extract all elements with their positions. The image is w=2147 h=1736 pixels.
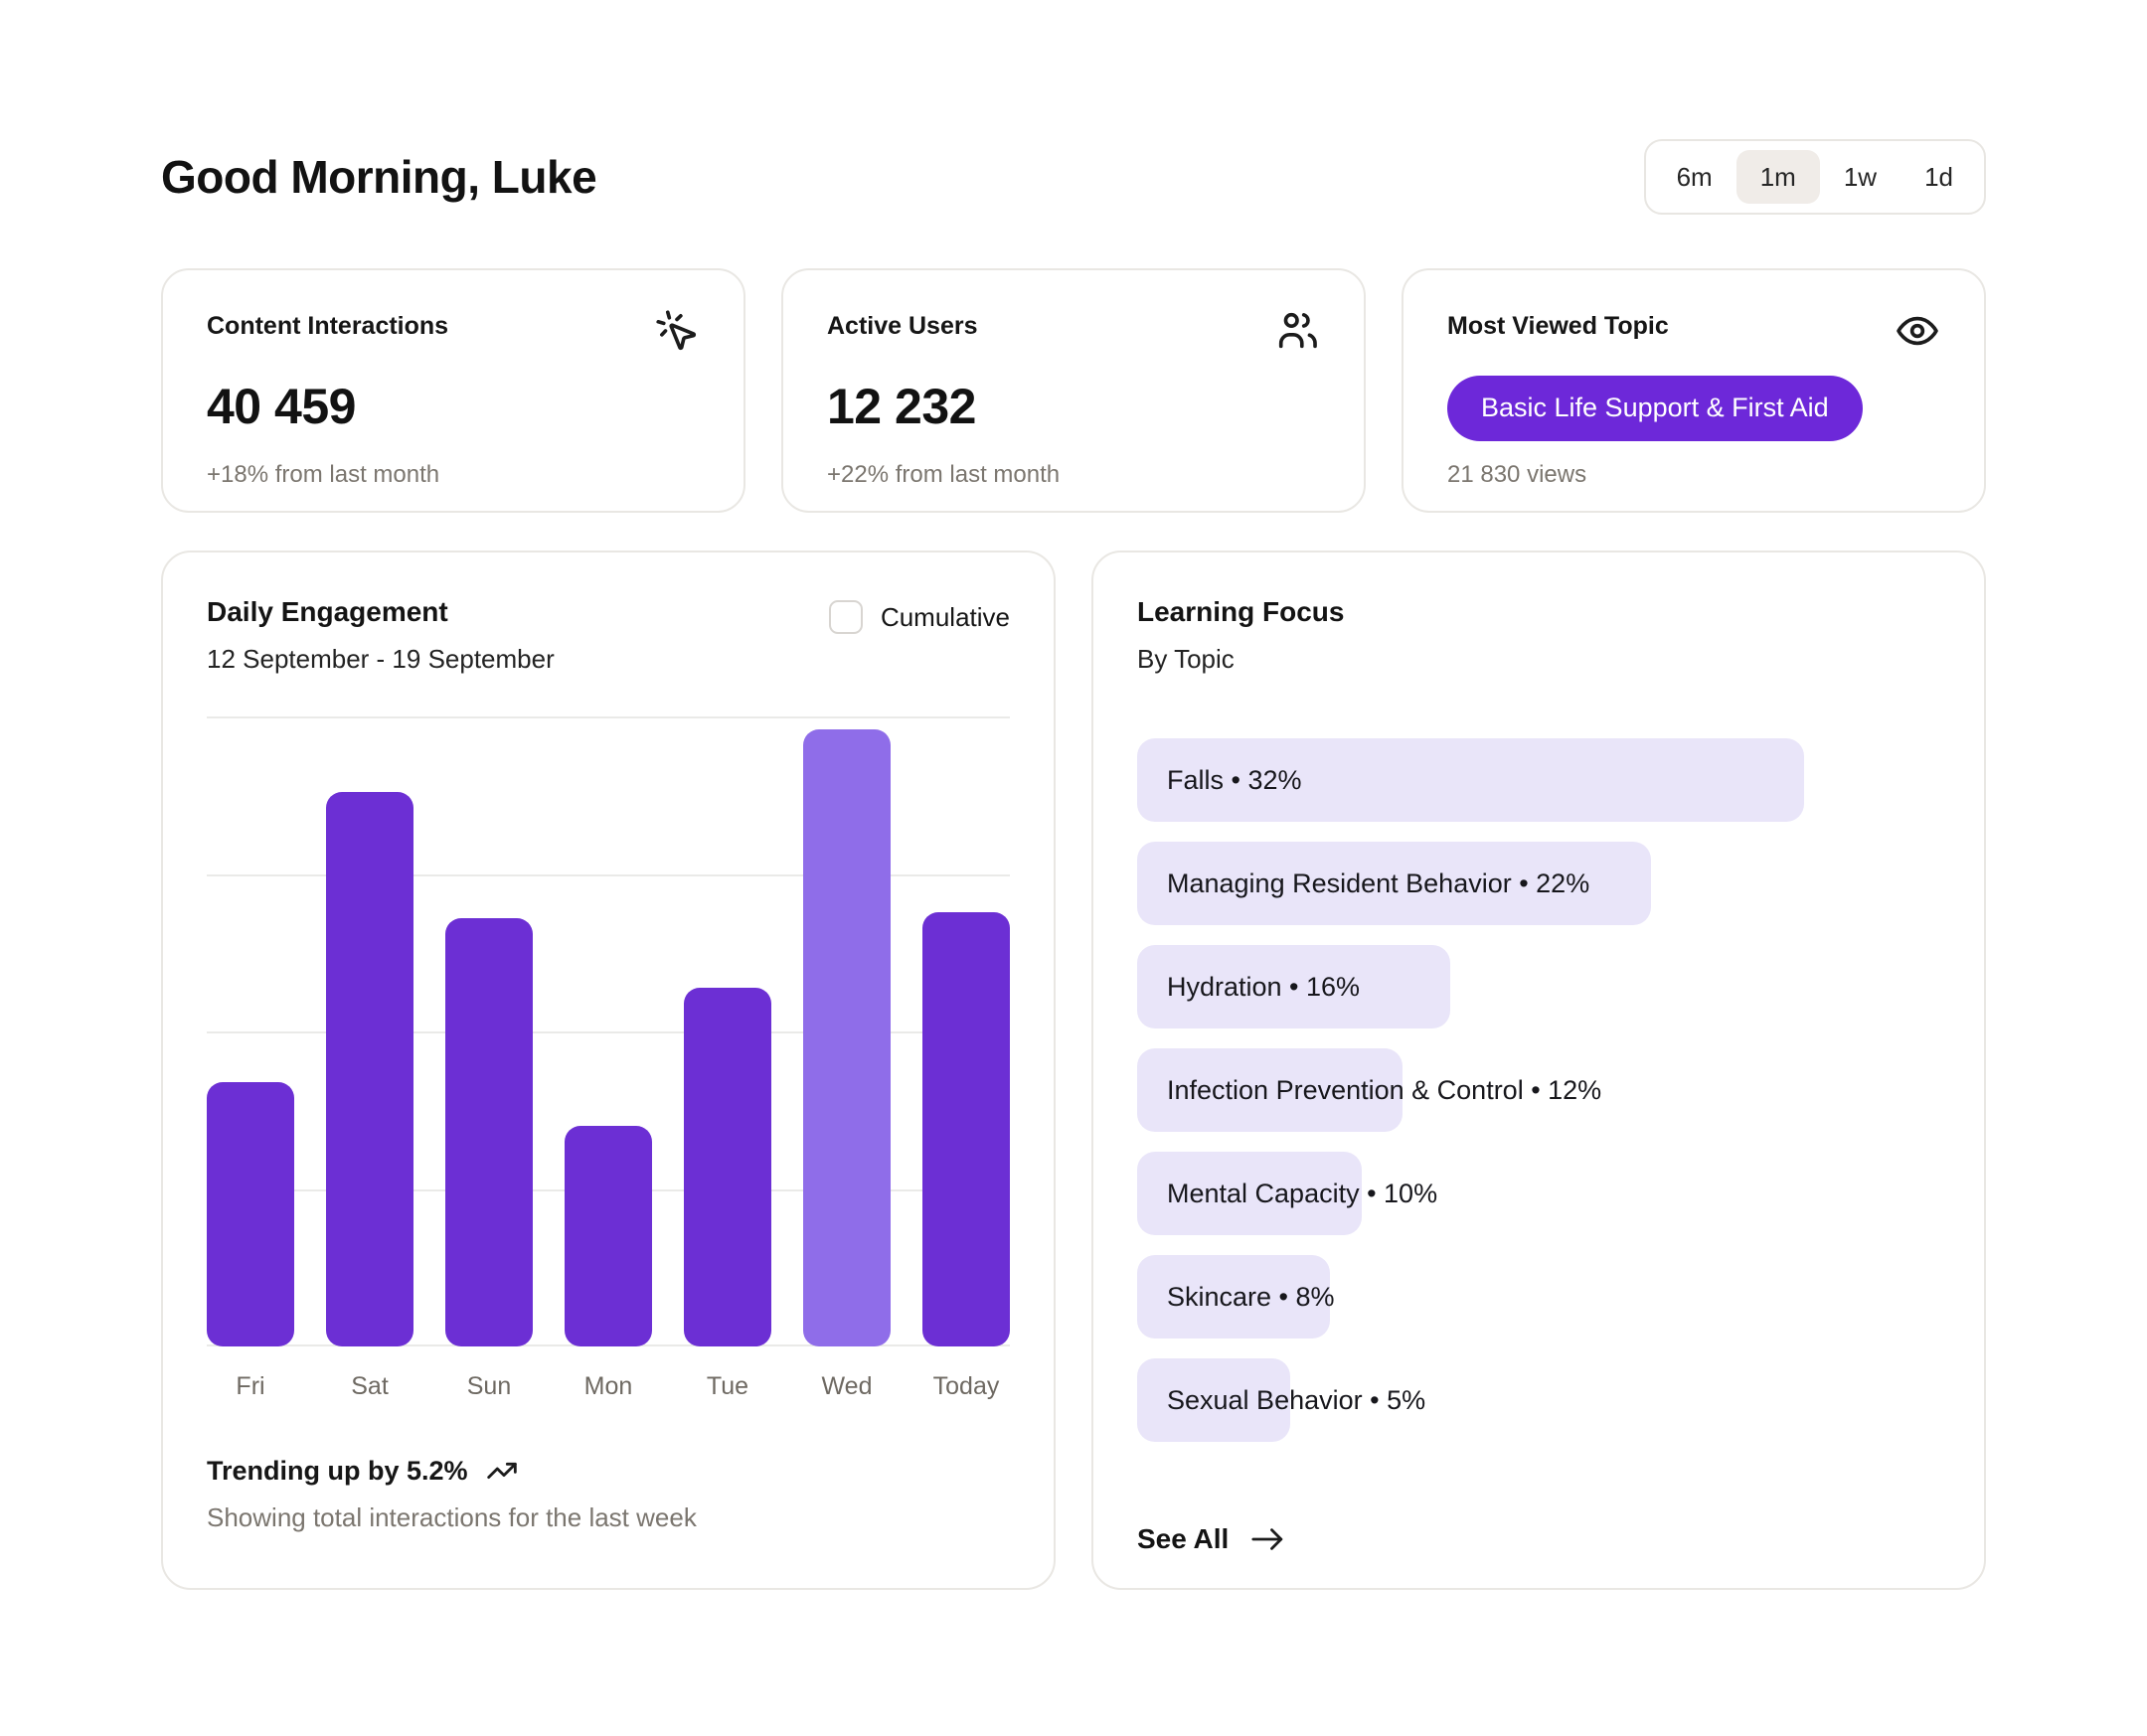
x-label-mon: Mon bbox=[583, 1372, 633, 1400]
topic-label: Managing Resident Behavior • 22% bbox=[1167, 868, 1590, 898]
stat-label: Content Interactions bbox=[207, 312, 449, 340]
topic-bar-infection-prevention-control[interactable]: Infection Prevention & Control • 12% bbox=[1137, 1048, 1601, 1132]
topic-bar-mental-capacity[interactable]: Mental Capacity • 10% bbox=[1137, 1152, 1437, 1235]
stats-row: Content Interactions 40 459 +18% from la… bbox=[161, 268, 1986, 513]
header: Good Morning, Luke 6m 1m 1w 1d bbox=[161, 139, 1986, 215]
see-all-link[interactable]: See All bbox=[1137, 1523, 1288, 1555]
bar-fri[interactable] bbox=[207, 1081, 294, 1346]
x-label-sun: Sun bbox=[466, 1372, 512, 1400]
topic-label: Sexual Behavior • 5% bbox=[1167, 1384, 1426, 1415]
stat-card-content-interactions: Content Interactions 40 459 +18% from la… bbox=[161, 268, 745, 513]
daily-engagement-chart bbox=[207, 716, 1010, 1346]
chart-footer: Trending up by 5.2% Showing total intera… bbox=[207, 1455, 1010, 1533]
eye-icon bbox=[1895, 308, 1940, 354]
topic-bar-falls[interactable]: Falls • 32% bbox=[1137, 738, 1804, 822]
x-label-today: Today bbox=[932, 1372, 1000, 1400]
stat-value: 12 232 bbox=[827, 379, 976, 434]
stat-label: Most Viewed Topic bbox=[1447, 312, 1669, 340]
views-count: 21 830 views bbox=[1447, 460, 1587, 488]
bar-sun[interactable] bbox=[445, 917, 533, 1346]
topic-label: Skincare • 8% bbox=[1167, 1281, 1335, 1312]
trend-caption: Showing total interactions for the last … bbox=[207, 1502, 697, 1532]
topic-label: Mental Capacity • 10% bbox=[1167, 1178, 1438, 1208]
stat-delta: +22% from last month bbox=[827, 461, 1061, 488]
topic-bar-sexual-behavior[interactable]: Sexual Behavior • 5% bbox=[1137, 1358, 1425, 1442]
stat-delta: +18% from last month bbox=[207, 461, 440, 488]
topic-label: Hydration • 16% bbox=[1167, 971, 1361, 1002]
learning-focus-subtitle: By Topic bbox=[1137, 644, 1235, 674]
x-label-sat: Sat bbox=[351, 1372, 389, 1400]
stat-value: 40 459 bbox=[207, 379, 356, 434]
bar-tue[interactable] bbox=[684, 987, 771, 1346]
bar-today[interactable] bbox=[922, 911, 1010, 1346]
bar-sat[interactable] bbox=[326, 792, 413, 1346]
stat-card-most-viewed-topic: Most Viewed Topic Basic Life Support & F… bbox=[1402, 268, 1986, 513]
daily-engagement-card: Daily Engagement 12 September - 19 Septe… bbox=[161, 551, 1056, 1590]
gridline bbox=[207, 873, 1010, 876]
time-range-option-1w[interactable]: 1w bbox=[1820, 150, 1900, 204]
most-viewed-topic-badge[interactable]: Basic Life Support & First Aid bbox=[1447, 376, 1863, 441]
time-range-option-1m[interactable]: 1m bbox=[1735, 150, 1820, 204]
topic-label: Infection Prevention & Control • 12% bbox=[1167, 1074, 1602, 1105]
daily-engagement-date-range: 12 September - 19 September bbox=[207, 644, 555, 674]
time-range-option-1d[interactable]: 1d bbox=[1900, 150, 1977, 204]
gridline bbox=[207, 1031, 1010, 1033]
cumulative-toggle-row: Cumulative bbox=[828, 600, 1010, 634]
see-all-label: See All bbox=[1137, 1523, 1230, 1554]
dashboard-page: Good Morning, Luke 6m 1m 1w 1d Content Inte… bbox=[161, 139, 1986, 1590]
x-label-fri: Fri bbox=[236, 1372, 265, 1400]
main-row: Daily Engagement 12 September - 19 Septe… bbox=[161, 551, 1986, 1590]
arrow-right-icon bbox=[1248, 1525, 1288, 1553]
x-axis-labels: Fri Sat Sun Mon Tue Wed Today bbox=[207, 1372, 1010, 1401]
topic-bar-list: Falls • 32% Managing Resident Behavior • … bbox=[1137, 738, 1940, 1462]
cumulative-checkbox[interactable] bbox=[828, 600, 863, 634]
time-range-selector: 6m 1m 1w 1d bbox=[1643, 139, 1986, 215]
gridline bbox=[207, 716, 1010, 718]
topic-bar-skincare[interactable]: Skincare • 8% bbox=[1137, 1255, 1335, 1339]
cursor-click-icon bbox=[654, 308, 700, 354]
trend-label: Trending up by 5.2% bbox=[207, 1455, 468, 1486]
bar-wed[interactable] bbox=[803, 728, 891, 1346]
learning-focus-card: Learning Focus By Topic Falls • 32% Manag… bbox=[1091, 551, 1986, 1590]
topic-label: Falls • 32% bbox=[1167, 764, 1302, 795]
learning-focus-title: Learning Focus bbox=[1137, 596, 1345, 627]
cumulative-label: Cumulative bbox=[880, 601, 1010, 632]
x-label-tue: Tue bbox=[706, 1372, 749, 1400]
daily-engagement-plot bbox=[207, 716, 1010, 1346]
topic-bar-managing-resident-behavior[interactable]: Managing Resident Behavior • 22% bbox=[1137, 842, 1652, 925]
x-label-wed: Wed bbox=[821, 1372, 873, 1400]
stat-card-active-users: Active Users 12 232 +22% from last month bbox=[781, 268, 1366, 513]
trending-up-icon bbox=[486, 1455, 518, 1487]
daily-engagement-title: Daily Engagement bbox=[207, 596, 448, 627]
bar-mon[interactable] bbox=[565, 1126, 652, 1346]
stat-label: Active Users bbox=[827, 312, 978, 340]
page-title: Good Morning, Luke bbox=[161, 151, 597, 203]
users-icon bbox=[1274, 308, 1320, 354]
time-range-option-6m[interactable]: 6m bbox=[1653, 150, 1736, 204]
topic-bar-hydration[interactable]: Hydration • 16% bbox=[1137, 945, 1451, 1028]
